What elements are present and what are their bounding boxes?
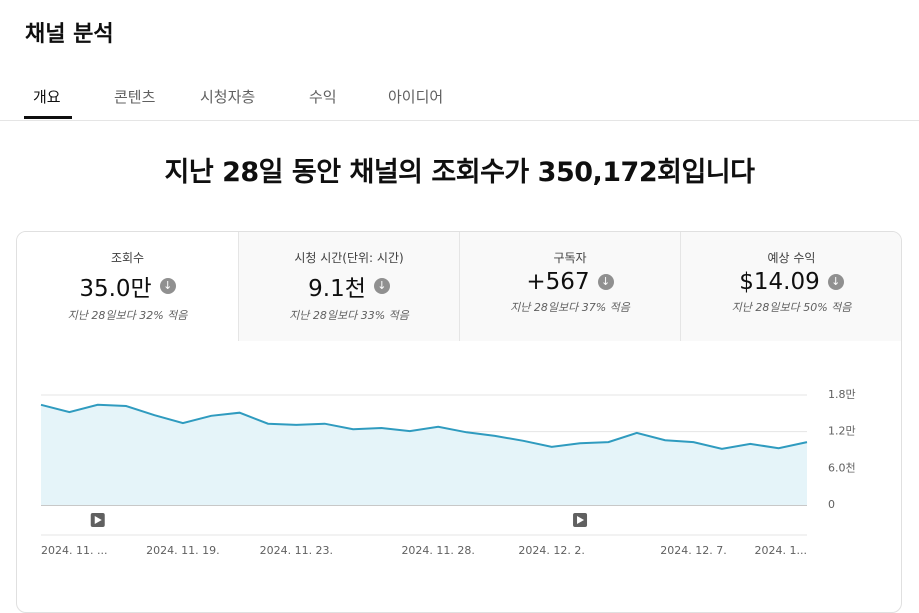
line [40, 403, 808, 450]
metric-change: 지난 28일보다 37% 적음 [510, 301, 630, 314]
headline: 지난 28일 동안 채널의 조회수가 350,172회입니다 [164, 157, 756, 188]
tab[interactable]: 콘텐츠 [114, 88, 156, 106]
down-arrow-icon: ↓ [827, 274, 844, 290]
page-title: 채널 분석 [25, 22, 114, 47]
metric-label: 조회수 [110, 251, 145, 265]
tab[interactable]: 개요 [33, 88, 61, 106]
metric-value-row: 35.0만 ↓ [79, 269, 176, 303]
metric-value-row: 9.1천 ↓ [308, 269, 390, 303]
down-arrow-icon: ↓ [159, 278, 176, 294]
metrics-panel: 조회수 35.0만 ↓ 지난 28일보다 32% 적음 시청 시간(단위: 시간) 9.1… [16, 231, 902, 613]
y-tick-label: 1.8만 [828, 388, 856, 401]
metric-value: 35.0만 [79, 276, 152, 302]
x-tick-label: 2024. 11. 28. [401, 544, 474, 557]
x-tick-label: 2024. 12. 7. [660, 544, 726, 557]
y-tick-label: 6.0천 [828, 460, 856, 474]
metric-label: 시청 시간(단위: 시간) [294, 251, 404, 265]
metric-card[interactable]: 시청 시간(단위: 시간) 9.1천 ↓ 지난 28일보다 33% 적음 [238, 232, 459, 341]
x-tick-label: 2024. 12. 2. [518, 544, 584, 557]
tab-underline [24, 116, 72, 119]
page: {"header": {"title": "채널 분석"}, "tabs": [… [0, 22, 919, 613]
x-tick-label: 2024. 11. ... [41, 544, 107, 557]
down-arrow-icon: ↓ [373, 278, 390, 294]
metric-value: 9.1천 [308, 276, 366, 302]
metric-value-row: $14.09 ↓ [739, 269, 844, 295]
x-tick-label: 2024. 1... [755, 544, 807, 557]
metric-change: 지난 28일보다 33% 적음 [289, 309, 409, 322]
metric-value: +567 [526, 269, 590, 295]
down-arrow-icon: ↓ [597, 274, 614, 290]
tab[interactable]: 아이디어 [388, 88, 444, 106]
tab[interactable]: 수익 [309, 88, 337, 106]
metric-change: 지난 28일보다 32% 적음 [67, 309, 188, 322]
metric-value: $14.09 [739, 269, 820, 295]
metric-card[interactable]: 조회수 35.0만 ↓ 지난 28일보다 32% 적음 [17, 232, 238, 341]
metric-card[interactable]: 예상 수익 $14.09 ↓ 지난 28일보다 50% 적음 [680, 232, 901, 341]
metric-change: 지난 28일보다 50% 적음 [731, 301, 852, 314]
metric-label: 구독자 [553, 251, 587, 265]
x-tick-label: 2024. 11. 19. [146, 544, 219, 557]
area [41, 404, 807, 505]
play-icon [577, 516, 585, 524]
y-tick-label: 1.2만 [828, 425, 856, 438]
tab[interactable]: 시청자층 [200, 88, 256, 106]
y-tick-label: 0 [828, 498, 835, 511]
metric-card[interactable]: 구독자 +567 ↓ 지난 28일보다 37% 적음 [459, 232, 680, 341]
metric-label: 예상 수익 [767, 251, 816, 265]
metric-value-row: +567 ↓ [526, 269, 614, 295]
x-tick-label: 2024. 11. 23. [260, 544, 333, 557]
tab-bar: 개요 콘텐츠 시청자층 수익 아이디어 [0, 84, 919, 121]
play-icon [94, 516, 102, 524]
chart: 0 6.0천 1.2만 1.8만 2024. 11. ... 2024. 11. 19. 2… [40, 388, 856, 557]
